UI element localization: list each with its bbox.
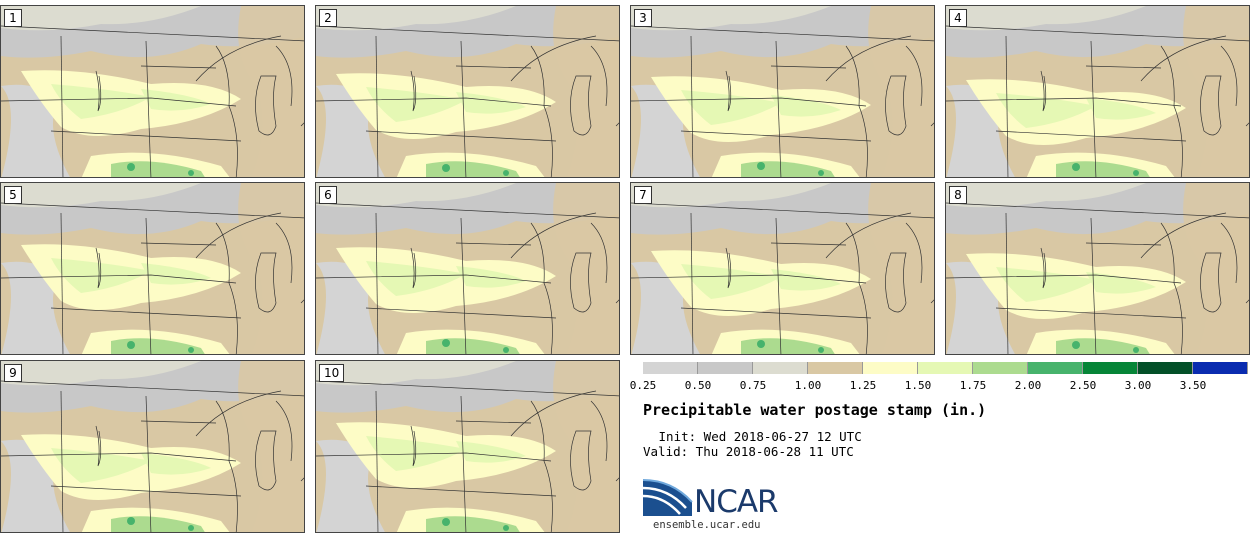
postage-stamp-panel: 8 — [945, 182, 1250, 355]
panel-member-label: 3 — [634, 9, 652, 27]
panel-member-label: 2 — [319, 9, 337, 27]
color-scale-bin — [918, 362, 973, 374]
postage-stamp-panel: 3 — [630, 5, 935, 178]
panel-member-label: 8 — [949, 186, 967, 204]
color-scale-tick-label: 1.75 — [959, 379, 987, 392]
panel-member-label: 6 — [319, 186, 337, 204]
panel-member-label: 4 — [949, 9, 967, 27]
color-scale-bin — [1193, 362, 1248, 374]
postage-stamp-panel: 5 — [0, 182, 305, 355]
color-scale-bin — [643, 362, 698, 374]
color-scale-tick-label: 3.50 — [1179, 379, 1207, 392]
color-scale-bin — [973, 362, 1028, 374]
color-scale-bin — [863, 362, 918, 374]
color-scale-bin — [753, 362, 808, 374]
color-scale-ticks: 0.25 0.50 0.75 1.00 1.25 1.50 1.75 2.00 2.50 3.00… — [630, 379, 1260, 393]
postage-stamp-panel: 4 — [945, 5, 1250, 178]
valid-time: Valid: Thu 2018-06-28 11 UTC — [643, 444, 854, 459]
color-scale-tick-label: 1.50 — [904, 379, 932, 392]
postage-stamp-panel: 1 — [0, 5, 305, 178]
panel-member-label: 9 — [4, 364, 22, 382]
color-scale-tick-label: 0.25 — [629, 379, 657, 392]
postage-stamp-panel: 2 — [315, 5, 620, 178]
color-scale-tick-label: 2.00 — [1014, 379, 1042, 392]
color-scale-tick-label: 1.00 — [794, 379, 822, 392]
color-scale-bin — [1083, 362, 1138, 374]
postage-stamp-panel: 10 — [315, 360, 620, 533]
ncar-logo-icon — [642, 479, 693, 516]
color-scale-bin — [1028, 362, 1083, 374]
panel-member-label: 1 — [4, 9, 22, 27]
panel-member-label: 5 — [4, 186, 22, 204]
color-scale-bin — [698, 362, 753, 374]
figure-title: Precipitable water postage stamp (in.) — [643, 401, 987, 419]
color-scale-tick-label: 2.50 — [1069, 379, 1097, 392]
color-scale-bar — [643, 362, 1248, 374]
postage-stamp-panel: 9 — [0, 360, 305, 533]
color-scale-tick-label: 1.25 — [849, 379, 877, 392]
panel-member-label: 10 — [319, 364, 345, 382]
postage-stamp-panel: 7 — [630, 182, 935, 355]
init-time: Init: Wed 2018-06-27 12 UTC — [651, 429, 862, 444]
panel-member-label: 7 — [634, 186, 652, 204]
color-scale-bin — [808, 362, 863, 374]
color-scale-tick-label: 3.00 — [1124, 379, 1152, 392]
logo-url: ensemble.ucar.edu — [653, 519, 761, 531]
color-scale-tick-label: 0.50 — [684, 379, 712, 392]
color-scale-tick-label: 0.75 — [739, 379, 767, 392]
ncar-logo-text: NCAR — [694, 484, 779, 520]
postage-stamp-panel: 6 — [315, 182, 620, 355]
color-scale-bin — [1138, 362, 1193, 374]
